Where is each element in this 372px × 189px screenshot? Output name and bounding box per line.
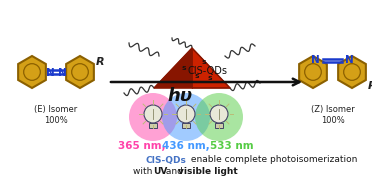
Text: 533 nm: 533 nm bbox=[210, 141, 254, 151]
Text: N: N bbox=[311, 55, 320, 65]
Text: CIS-QDs: CIS-QDs bbox=[145, 156, 186, 164]
Text: visible light: visible light bbox=[178, 167, 238, 177]
Text: R: R bbox=[368, 81, 372, 91]
FancyBboxPatch shape bbox=[215, 123, 223, 128]
Text: with: with bbox=[133, 167, 155, 177]
Circle shape bbox=[210, 105, 228, 123]
Text: hυ: hυ bbox=[167, 87, 192, 105]
FancyBboxPatch shape bbox=[182, 123, 190, 128]
Circle shape bbox=[195, 93, 243, 141]
Circle shape bbox=[177, 105, 195, 123]
Text: S: S bbox=[202, 60, 206, 66]
Text: R: R bbox=[96, 57, 105, 67]
Text: and: and bbox=[163, 167, 186, 177]
Polygon shape bbox=[299, 56, 327, 88]
Circle shape bbox=[129, 93, 177, 141]
Polygon shape bbox=[18, 56, 46, 88]
Text: 365 nm,: 365 nm, bbox=[118, 141, 168, 151]
Text: (E) Isomer
100%: (E) Isomer 100% bbox=[34, 105, 78, 125]
Polygon shape bbox=[192, 48, 230, 88]
Text: 436 nm,: 436 nm, bbox=[162, 141, 212, 151]
Text: N: N bbox=[46, 68, 54, 78]
FancyBboxPatch shape bbox=[149, 123, 157, 128]
Text: N: N bbox=[345, 55, 354, 65]
Text: UV: UV bbox=[153, 167, 167, 177]
Text: S: S bbox=[208, 75, 212, 81]
Text: enable complete photoisomerization: enable complete photoisomerization bbox=[188, 156, 357, 164]
Text: CIS-QDs: CIS-QDs bbox=[187, 66, 227, 76]
Polygon shape bbox=[154, 48, 192, 88]
Text: S: S bbox=[182, 66, 186, 70]
Text: N: N bbox=[58, 68, 66, 78]
Circle shape bbox=[144, 105, 162, 123]
Circle shape bbox=[162, 93, 210, 141]
Polygon shape bbox=[338, 56, 366, 88]
Text: S: S bbox=[195, 74, 199, 78]
Polygon shape bbox=[66, 56, 94, 88]
Text: (Z) Isomer
100%: (Z) Isomer 100% bbox=[311, 105, 355, 125]
